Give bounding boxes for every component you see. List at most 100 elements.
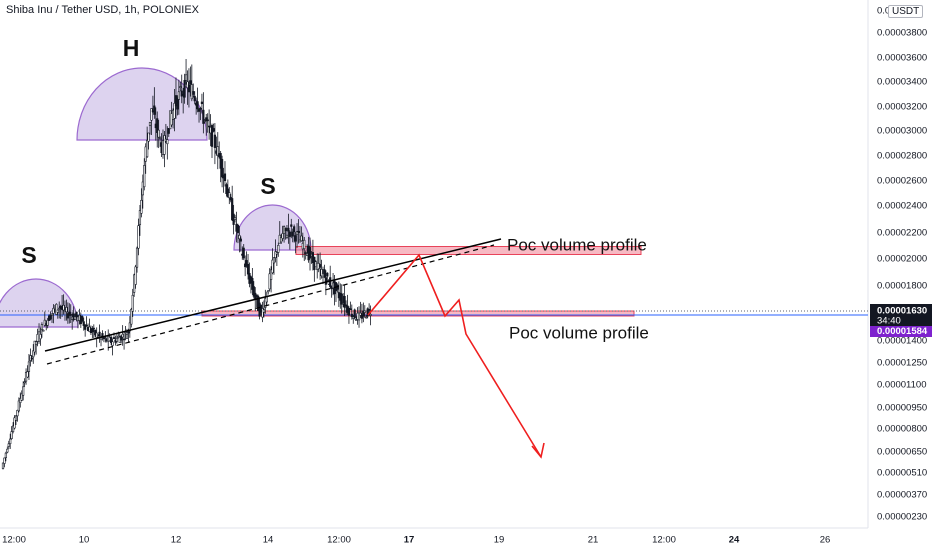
candle [275, 252, 278, 255]
y-tick-label: 0.00000510 [877, 468, 927, 479]
candle [208, 125, 211, 128]
candle [23, 381, 26, 384]
pattern-label-right-shoulder: S [260, 173, 275, 199]
x-tick-label: 19 [494, 535, 505, 546]
candle [30, 357, 33, 360]
candle [362, 310, 365, 317]
y-tick-label: 0.00003800 [877, 28, 927, 39]
last-price-countdown: 34:40 [877, 316, 901, 327]
candle [293, 226, 296, 233]
y-tick-label: 0.00003600 [877, 53, 927, 64]
candle [180, 90, 183, 97]
candle [140, 199, 143, 214]
candle [22, 386, 25, 396]
candle [94, 329, 97, 336]
y-tick-label: 0.00000950 [877, 403, 927, 414]
y-tick-label-top: 0.0 [877, 6, 890, 17]
candle [347, 307, 351, 316]
candle [56, 309, 59, 313]
candle [134, 266, 137, 285]
candle [238, 235, 241, 240]
candle [365, 316, 368, 319]
candle [84, 324, 87, 330]
candle [128, 322, 131, 332]
prev-price-value: 0.00001584 [877, 326, 928, 337]
candle [16, 409, 19, 417]
candle [138, 210, 142, 226]
candle [69, 313, 72, 316]
candle [295, 231, 299, 235]
candle [189, 80, 192, 85]
candle [284, 227, 287, 232]
candle [130, 309, 133, 325]
candle [290, 224, 293, 227]
candle [242, 247, 245, 259]
candle [159, 137, 162, 140]
y-axis: 0.00003800 0.00003600 0.00003400 0.00003200… [877, 6, 927, 523]
candle [43, 319, 46, 326]
y-tick-label: 0.00000230 [877, 512, 927, 523]
y-tick-label: 0.00002600 [877, 176, 927, 187]
candle [33, 340, 36, 353]
candle [213, 134, 216, 148]
candle [68, 311, 71, 316]
currency-button[interactable]: USDT [888, 5, 924, 18]
candle [200, 101, 204, 105]
candle [91, 327, 94, 333]
y-tick-label: 0.00000800 [877, 424, 927, 435]
candle [122, 338, 126, 341]
poc-annotation: Poc volume profile [509, 323, 649, 342]
candle [49, 315, 52, 320]
candle [294, 235, 297, 242]
candle [363, 310, 366, 313]
candle [9, 438, 12, 445]
x-tick-label: 26 [820, 535, 831, 546]
candle [192, 91, 195, 95]
candle [366, 308, 369, 317]
candle [357, 312, 361, 321]
candle [300, 235, 303, 242]
candle [167, 128, 170, 134]
candle [246, 264, 250, 275]
candle [349, 308, 352, 311]
y-tick-label: 0.00002800 [877, 151, 927, 162]
y-tick-label: 0.00002400 [877, 201, 927, 212]
y-tick-label: 0.00002000 [877, 254, 927, 265]
candle [344, 304, 348, 307]
candle [42, 329, 45, 332]
candle [220, 159, 224, 178]
candle [131, 294, 134, 312]
candle [223, 173, 227, 182]
candle [147, 132, 150, 142]
candle [268, 273, 271, 290]
candle [252, 286, 255, 297]
candle [199, 107, 202, 110]
candle [236, 224, 240, 233]
candle [177, 91, 180, 100]
candle [272, 257, 276, 264]
candle [39, 334, 42, 340]
candle [267, 290, 270, 293]
candle [176, 97, 179, 110]
x-tick-label: 12:00 [2, 535, 26, 546]
candle [329, 277, 332, 287]
candle [127, 331, 130, 334]
candle [210, 125, 214, 147]
projection-arrowhead [531, 442, 545, 459]
candle [369, 314, 372, 316]
candle [52, 307, 55, 314]
pattern-label-left-shoulder: S [21, 242, 36, 268]
candle [115, 337, 118, 342]
candle [271, 259, 274, 274]
candle [281, 233, 284, 239]
candle [326, 272, 329, 277]
candle [110, 336, 113, 343]
last-price-badge [870, 304, 932, 326]
candle [228, 192, 231, 199]
candle [82, 321, 85, 326]
candle [206, 119, 209, 122]
projection-path [367, 253, 542, 458]
candle [146, 139, 149, 158]
